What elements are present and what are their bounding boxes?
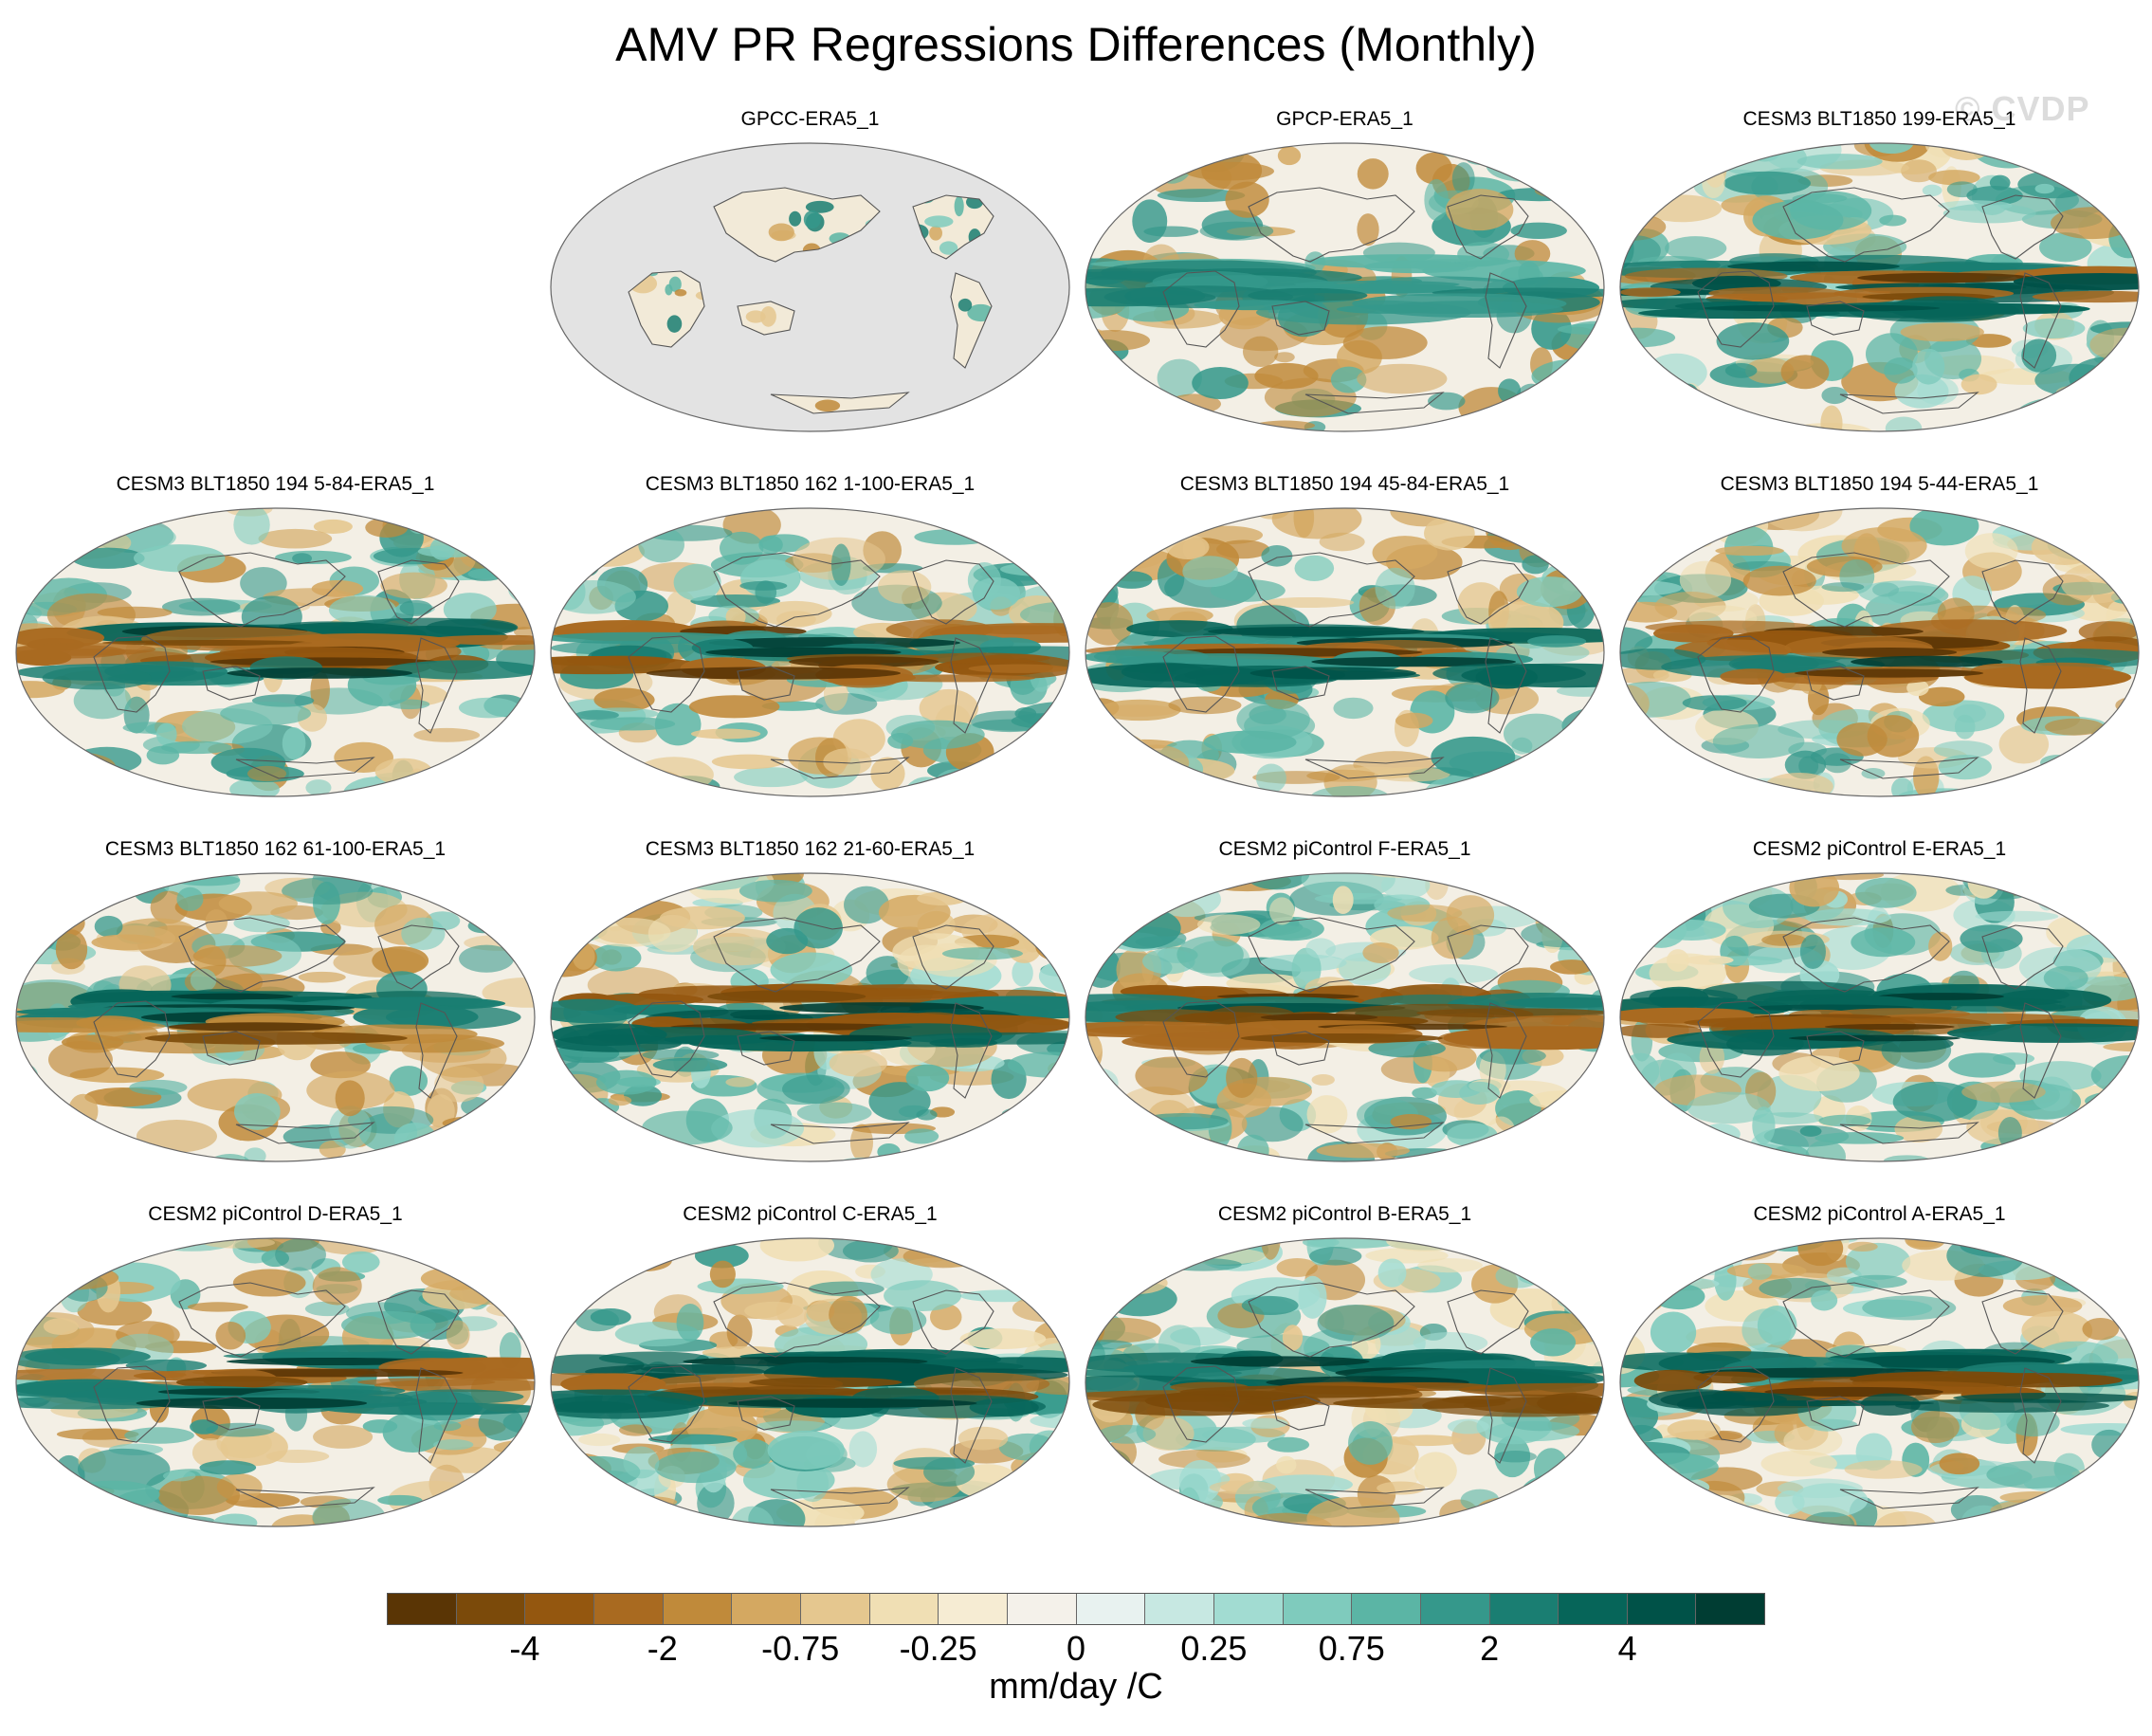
panel-title: CESM3 BLT1850 194 5-44-ERA5_1 [1720,473,2039,495]
panel-title: CESM3 BLT1850 199-ERA5_1 [1742,108,2016,130]
panel-title: CESM2 piControl F-ERA5_1 [1218,838,1471,860]
world-map [550,872,1070,1162]
world-map [1085,507,1605,797]
map-panel: CESM2 piControl C-ERA5_1 [548,1203,1072,1530]
colorbar-segment [1559,1594,1628,1624]
colorbar-segment [388,1594,457,1624]
figure-title: AMV PR Regressions Differences (Monthly) [615,18,1537,71]
colorbar-tick-label: -0.75 [761,1629,840,1668]
colorbar-segment [800,1594,870,1624]
map-panel: CESM3 BLT1850 162 1-100-ERA5_1 [548,473,1072,800]
world-map [1085,142,1605,432]
colorbar-segment [1145,1594,1214,1624]
world-map [1619,507,2140,797]
panel-title: CESM3 BLT1850 162 61-100-ERA5_1 [104,838,447,860]
panel-title: CESM2 piControl D-ERA5_1 [148,1203,403,1225]
panel-title: CESM3 BLT1850 162 1-100-ERA5_1 [645,473,976,495]
colorbar-segment [1283,1594,1353,1624]
world-map [1085,1237,1605,1527]
panel-title: CESM2 piControl C-ERA5_1 [683,1203,938,1225]
map-panel: CESM3 BLT1850 194 45-84-ERA5_1 [1083,473,1607,800]
map-panel: CESM2 piControl D-ERA5_1 [13,1203,538,1530]
colorbar-segment [732,1594,801,1624]
colorbar [387,1593,1765,1625]
map-panel: CESM2 piControl F-ERA5_1 [1083,838,1607,1165]
colorbar-tick-label: 0 [1066,1629,1086,1668]
map-panel: CESM3 BLT1850 162 61-100-ERA5_1 [13,838,538,1165]
colorbar-tick-label: 2 [1480,1629,1500,1668]
world-map [15,1237,536,1527]
colorbar-segment [1007,1594,1077,1624]
colorbar-tick-label: -2 [647,1629,678,1668]
cvdp-watermark: © CVDP [1955,89,2090,128]
map-panel: GPCP-ERA5_1 [1083,108,1607,435]
colorbar-segment [1696,1594,1765,1624]
map-panel: CESM3 BLT1850 199-ERA5_1 [1617,108,2142,435]
panel-title: CESM3 BLT1850 194 45-84-ERA5_1 [1179,473,1510,495]
colorbar-tick-label: -4 [509,1629,540,1668]
map-panel: CESM2 piControl E-ERA5_1 [1617,838,2142,1165]
world-map [15,507,536,797]
world-map [15,872,536,1162]
colorbar-segment [456,1594,526,1624]
colorbar-segment [1213,1594,1284,1624]
panel-title: CESM3 BLT1850 162 21-60-ERA5_1 [645,838,976,860]
map-panel: CESM3 BLT1850 194 5-84-ERA5_1 [13,473,538,800]
colorbar-tick-label: 0.75 [1318,1629,1385,1668]
colorbar-segment [525,1594,594,1624]
panel-title: GPCP-ERA5_1 [1276,108,1413,130]
map-panel: CESM2 piControl A-ERA5_1 [1617,1203,2142,1530]
world-map [1085,872,1605,1162]
colorbar-segment [1420,1594,1490,1624]
colorbar-segment [1076,1594,1146,1624]
colorbar-tick-label: 0.25 [1180,1629,1248,1668]
colorbar-units: mm/day /C [989,1667,1163,1707]
colorbar-segment [939,1594,1008,1624]
colorbar-segment [1489,1594,1559,1624]
world-map [1619,1237,2140,1527]
world-map [550,507,1070,797]
world-map [1619,142,2140,432]
colorbar-segment [663,1594,733,1624]
map-panel: CESM3 BLT1850 194 5-44-ERA5_1 [1617,473,2142,800]
colorbar-tick-label: 4 [1617,1629,1637,1668]
panel-title: CESM2 piControl A-ERA5_1 [1753,1203,2006,1225]
colorbar-tick-label: -0.25 [899,1629,977,1668]
world-map [550,1237,1070,1527]
panel-title: CESM2 piControl B-ERA5_1 [1217,1203,1472,1225]
world-map [1619,872,2140,1162]
map-panel: CESM3 BLT1850 162 21-60-ERA5_1 [548,838,1072,1165]
map-panel: CESM2 piControl B-ERA5_1 [1083,1203,1607,1530]
map-panel: GPCC-ERA5_1 [548,108,1072,435]
panel-title: CESM3 BLT1850 194 5-84-ERA5_1 [116,473,435,495]
colorbar-segment [869,1594,939,1624]
colorbar-segment [1627,1594,1697,1624]
colorbar-segment [593,1594,664,1624]
panel-title: GPCC-ERA5_1 [740,108,880,130]
panel-title: CESM2 piControl E-ERA5_1 [1752,838,2007,860]
colorbar-segment [1352,1594,1421,1624]
world-map [550,142,1070,432]
